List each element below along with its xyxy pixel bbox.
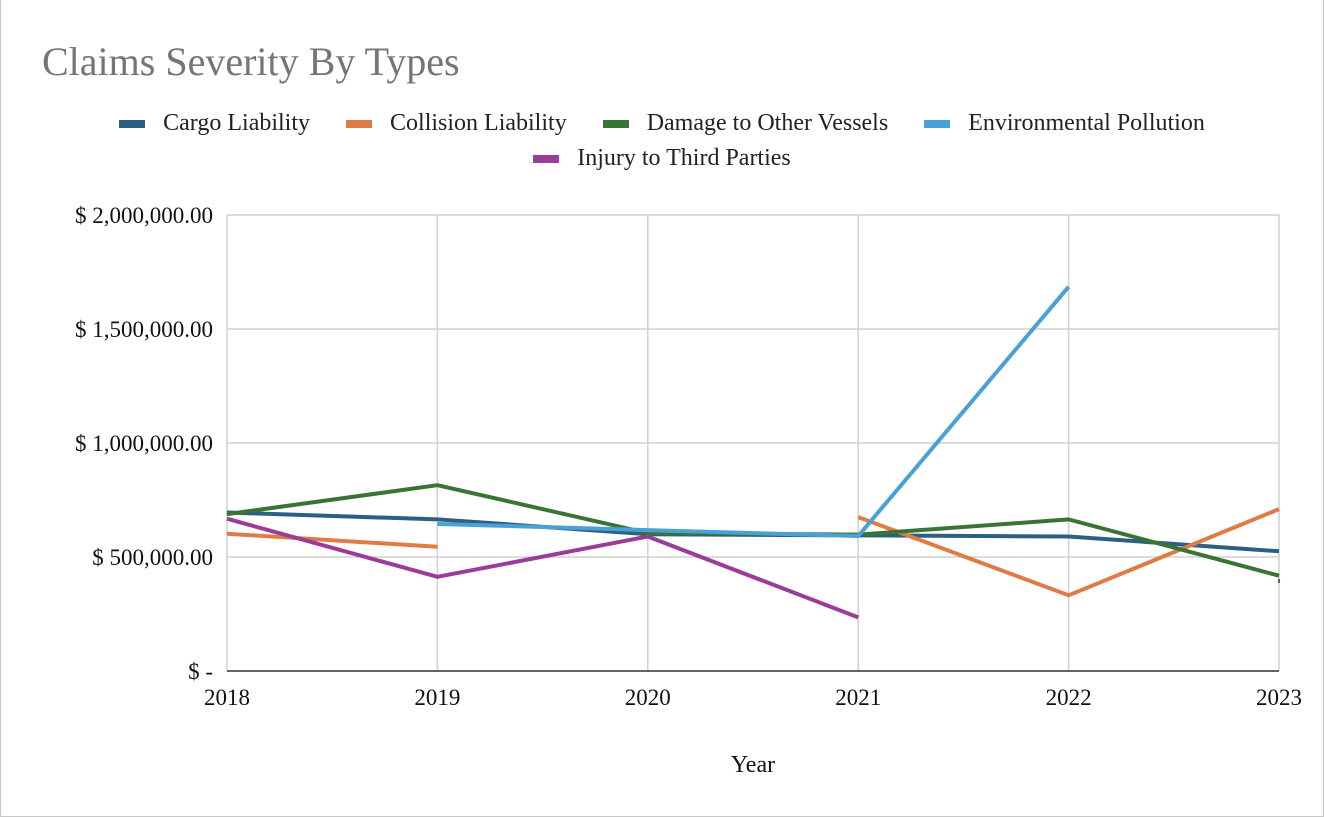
series-line-4 bbox=[226, 516, 859, 620]
chart-title: Claims Severity By Types bbox=[42, 39, 460, 84]
legend-swatch bbox=[602, 119, 629, 128]
x-tick-label: 2020 bbox=[625, 685, 671, 710]
y-tick-label: $ 1,500,000.00 bbox=[75, 317, 213, 342]
y-tick-label: $ - bbox=[188, 659, 213, 684]
series-line-1 bbox=[226, 531, 438, 549]
legend-label: Environmental Pollution bbox=[968, 110, 1205, 136]
legend-item-damage-to-other-vessels: Damage to Other Vessels bbox=[602, 110, 889, 137]
legend-item-collision-liability: Collision Liability bbox=[346, 110, 567, 137]
y-tick-label: $ 2,000,000.00 bbox=[75, 203, 213, 228]
x-tick-label: 2018 bbox=[204, 685, 250, 710]
series-lines bbox=[226, 285, 1280, 620]
x-axis-title: Year bbox=[731, 752, 775, 778]
x-tick-label: 2021 bbox=[835, 685, 881, 710]
legend-swatch bbox=[533, 154, 560, 163]
series-line-1 bbox=[857, 507, 1280, 598]
legend-label: Cargo Liability bbox=[163, 110, 311, 136]
y-tick-label: $ 500,000.00 bbox=[92, 545, 213, 570]
legend-item-environmental-pollution: Environmental Pollution bbox=[924, 110, 1205, 137]
legend-label: Collision Liability bbox=[390, 110, 567, 136]
x-tick-label: 2023 bbox=[1256, 685, 1302, 710]
legend-row-1: Cargo Liability Collision Liability Dama… bbox=[0, 110, 1324, 137]
x-tick-label: 2019 bbox=[414, 685, 460, 710]
legend-item-injury-to-third-parties: Injury to Third Parties bbox=[533, 145, 791, 172]
legend-row-2: Injury to Third Parties bbox=[0, 145, 1324, 172]
legend-swatch bbox=[119, 119, 146, 128]
legend-item-cargo-liability: Cargo Liability bbox=[119, 110, 310, 137]
y-tick-label: $ 1,000,000.00 bbox=[75, 431, 213, 456]
gridlines bbox=[226, 214, 1280, 671]
legend-swatch bbox=[346, 119, 373, 128]
legend-label: Injury to Third Parties bbox=[577, 145, 791, 171]
legend-label: Damage to Other Vessels bbox=[646, 110, 889, 136]
legend-swatch bbox=[924, 119, 951, 128]
series-line-3 bbox=[437, 285, 1071, 539]
x-tick-label: 2022 bbox=[1046, 685, 1092, 710]
tick-labels: $ - $ 500,000.00 $ 1,000,000.00 $ 1,500,000… bbox=[75, 203, 1302, 710]
